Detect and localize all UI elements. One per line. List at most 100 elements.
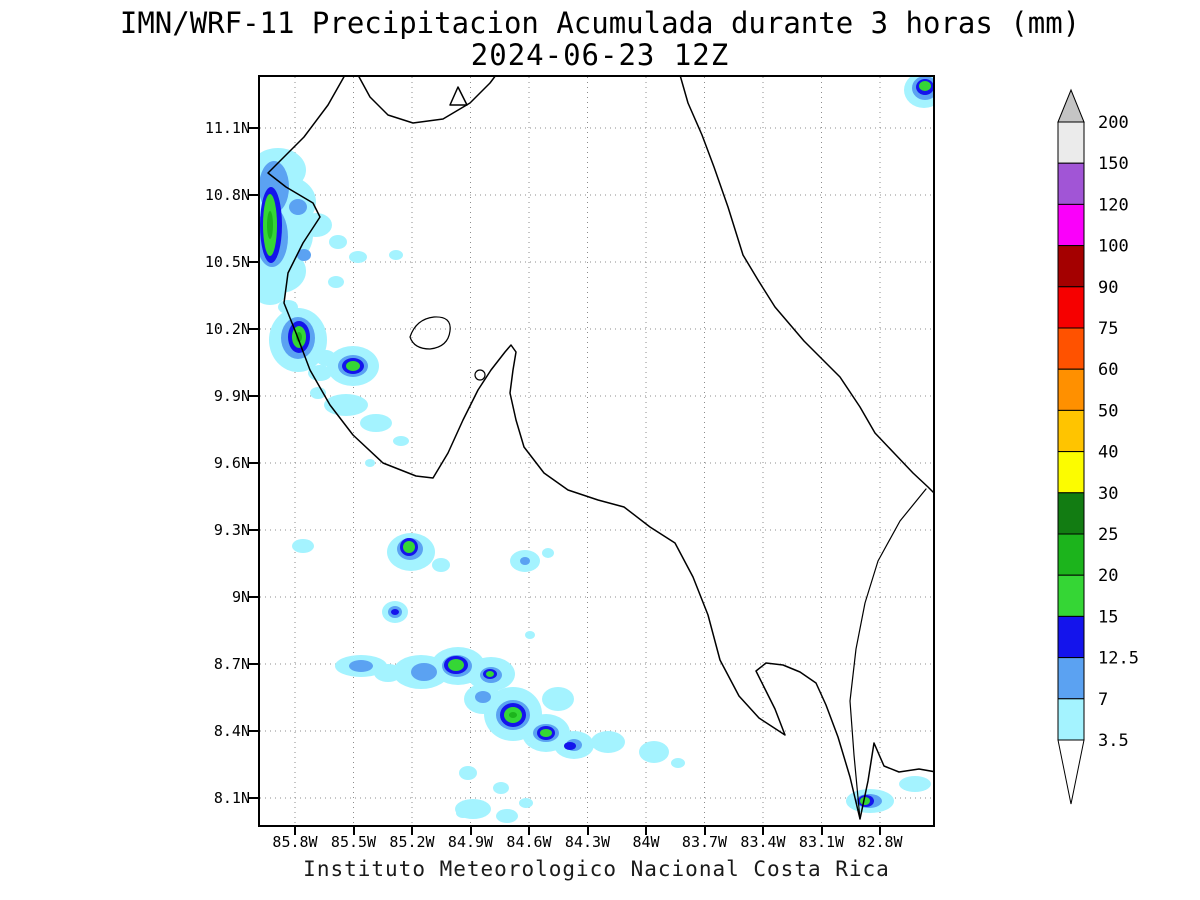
colorbar-cell <box>1057 533 1085 576</box>
precipitation-shading-layer <box>258 75 935 823</box>
lat-tick-mark <box>249 797 258 799</box>
lon-tick-mark <box>762 827 764 835</box>
colorbar-label: 120 <box>1098 195 1129 215</box>
precip-blob-mm_3_5 <box>316 350 336 366</box>
figure-subtitle: 2024-06-23 12Z <box>470 38 730 72</box>
lat-tick-mark <box>249 596 258 598</box>
map-canvas <box>258 75 935 827</box>
colorbar-cell <box>1057 409 1085 453</box>
lon-tick-label: 85.5W <box>330 833 377 851</box>
lat-tick-label: 8.4N <box>213 722 250 740</box>
lon-tick-mark <box>645 827 647 835</box>
colorbar-cell <box>1057 245 1085 288</box>
precip-blob-mm_3_5 <box>258 281 286 305</box>
colorbar-label: 50 <box>1098 401 1118 421</box>
lat-tick-mark <box>249 663 258 665</box>
precip-blob-mm_15 <box>540 729 552 737</box>
colorbar-cell <box>1057 657 1085 700</box>
precip-blob-mm_20 <box>267 211 273 239</box>
colorbar-label: 15 <box>1098 607 1118 627</box>
colorbar-label: 200 <box>1098 113 1129 133</box>
precip-blob-mm_3_5 <box>365 459 375 467</box>
lon-tick-label: 82.8W <box>857 833 903 851</box>
precip-blob-mm_7 <box>411 663 437 681</box>
colorbar-label: 20 <box>1098 566 1118 586</box>
precip-blob-mm_3_5 <box>432 558 450 572</box>
colorbar-label: 40 <box>1098 443 1118 463</box>
precip-blob-mm_15 <box>486 671 494 677</box>
lat-tick-label: 9.9N <box>213 387 250 405</box>
colorbar-label: 150 <box>1098 154 1129 174</box>
colorbar-cell <box>1057 327 1085 370</box>
lon-tick-label: 83.1W <box>798 833 845 851</box>
precip-blob-mm_3_5 <box>899 776 931 792</box>
precip-blob-mm_3_5 <box>493 782 509 794</box>
lon-tick-mark <box>879 827 881 835</box>
lat-tick-mark <box>249 730 258 732</box>
lat-tick-mark <box>249 261 258 263</box>
precip-blob-mm_20 <box>296 332 302 342</box>
precip-blob-mm_3_5 <box>455 799 491 819</box>
precip-blob-mm_7 <box>520 557 530 565</box>
lat-tick-label: 9.3N <box>213 521 250 539</box>
lon-tick-label: 85.8W <box>272 833 318 851</box>
figure-title: IMN/WRF-11 Precipitacion Acumulada duran… <box>119 6 1081 40</box>
precip-blob-mm_3_5 <box>525 631 535 639</box>
small-lake-triangle <box>449 86 468 106</box>
colorbar-cell <box>1057 162 1085 205</box>
lake-nicaragua-shore <box>357 75 497 124</box>
precip-blob-mm_15 <box>403 541 415 553</box>
colorbar-cell <box>1057 368 1085 411</box>
lon-tick-label: 84.9W <box>447 833 494 851</box>
lat-tick-label: 9.6N <box>213 454 250 472</box>
colorbar-cell <box>1057 574 1085 617</box>
precip-blob-mm_12_5 <box>564 742 576 750</box>
lon-tick-mark <box>411 827 413 835</box>
colorbar-label: 75 <box>1098 319 1118 339</box>
precip-blob-mm_3_5 <box>328 276 344 288</box>
colorbar-label: 7 <box>1098 690 1108 710</box>
precip-blob-mm_3_5 <box>389 250 403 260</box>
colorbar-label: 12.5 <box>1098 649 1139 669</box>
isla-chira-outline <box>409 316 451 350</box>
lat-tick-label: 10.2N <box>204 320 250 338</box>
lat-tick-mark <box>249 529 258 531</box>
precip-blob-mm_3_5 <box>300 213 332 237</box>
lon-tick-label: 84W <box>632 833 660 851</box>
colorbar-arrow-top <box>1057 88 1085 123</box>
lat-tick-mark <box>249 328 258 330</box>
lat-tick-mark <box>249 462 258 464</box>
precip-blob-mm_7 <box>297 249 311 261</box>
precip-blob-mm_15 <box>860 797 870 805</box>
lat-tick-label: 9N <box>231 588 250 606</box>
precip-blob-mm_3_5 <box>349 251 367 263</box>
precip-blob-mm_3_5 <box>360 414 392 432</box>
colorbar-cell <box>1057 698 1085 741</box>
precip-blob-mm_3_5 <box>393 436 409 446</box>
colorbar-cell <box>1057 492 1085 535</box>
lon-tick-label: 83.7W <box>681 833 728 851</box>
gridline-layer <box>260 77 933 825</box>
colorbar-cell <box>1057 203 1085 247</box>
lon-tick-mark <box>820 827 823 835</box>
lat-tick-label: 10.8N <box>204 186 250 204</box>
colorbar-canvas: 200 150 120 100 90 75 60 50 40 30 25 20 15 12.5 7 3.5 <box>1057 88 1139 805</box>
precip-blob-mm_3_5 <box>542 548 554 558</box>
precip-blob-mm_3_5 <box>496 809 518 823</box>
map-plot-area <box>258 75 935 827</box>
colorbar-label: 3.5 <box>1098 731 1129 751</box>
colorbar-cell <box>1057 121 1085 164</box>
lon-tick-label: 85.2W <box>389 833 435 851</box>
lat-tick-mark <box>249 127 258 129</box>
colorbar-label: 90 <box>1098 278 1118 298</box>
lon-tick-label: 84.3W <box>564 833 611 851</box>
precip-blob-mm_3_5 <box>591 731 625 753</box>
coastline-layer <box>267 75 935 820</box>
lon-tick-mark <box>528 827 530 835</box>
colorbar-label: 100 <box>1098 237 1129 257</box>
lon-tick-mark <box>352 827 355 835</box>
precip-blob-mm_3_5 <box>292 539 314 553</box>
lon-tick-mark <box>294 827 296 835</box>
lat-tick-label: 11.1N <box>204 119 250 137</box>
